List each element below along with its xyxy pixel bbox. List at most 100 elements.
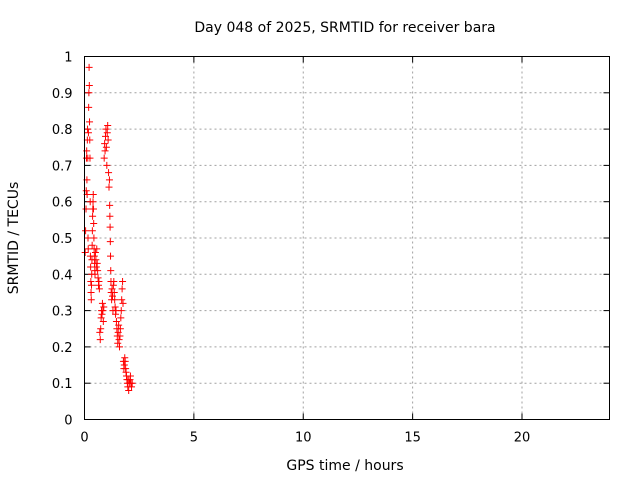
data-point <box>117 307 125 315</box>
data-point <box>116 332 124 340</box>
data-point <box>107 252 115 260</box>
tick-layer: 00.10.20.30.40.50.60.70.80.910 5 10 15 20 <box>52 51 610 446</box>
y-axis-label: SRMTID / TECUs <box>6 182 22 295</box>
data-point <box>91 249 99 257</box>
data-point <box>118 285 126 293</box>
data-point <box>88 241 96 249</box>
data-point <box>87 296 95 304</box>
data-point <box>106 238 114 246</box>
data-point <box>89 190 97 198</box>
plot-frame <box>84 56 610 420</box>
data-point <box>95 285 103 293</box>
data-point <box>117 314 125 322</box>
data-point <box>89 198 97 206</box>
data-point <box>111 303 119 311</box>
data-point <box>84 245 92 253</box>
data-point <box>103 129 111 137</box>
data-point <box>106 201 114 209</box>
data-point <box>87 278 95 286</box>
data-point <box>118 296 126 304</box>
y-tick-label: 0 <box>64 414 72 429</box>
data-point <box>119 299 127 307</box>
data-point <box>92 256 100 264</box>
data-point <box>89 205 97 213</box>
y-tick-label: 0.9 <box>52 87 73 102</box>
data-point <box>89 212 97 220</box>
data-point <box>95 278 103 286</box>
data-point <box>99 307 107 315</box>
data-point <box>105 169 113 177</box>
data-point <box>102 143 110 151</box>
data-point <box>97 325 105 333</box>
data-point <box>101 147 109 155</box>
data-point <box>108 285 116 293</box>
chart-title: Day 048 of 2025, SRMTID for receiver bar… <box>194 20 495 36</box>
x-tick-label: 15 <box>404 431 421 446</box>
data-point <box>125 386 133 394</box>
data-point <box>88 281 95 289</box>
data-point <box>107 267 115 275</box>
y-tick-label: 0.7 <box>52 159 73 174</box>
data-point <box>86 154 94 162</box>
data-point <box>121 357 129 365</box>
data-point <box>87 288 95 296</box>
y-tick-label: 0.2 <box>52 341 73 356</box>
y-tick-label: 0.1 <box>52 377 73 392</box>
data-point <box>96 336 104 344</box>
data-point <box>115 336 123 344</box>
data-point <box>119 278 127 286</box>
data-point <box>96 328 104 336</box>
data-point <box>106 223 114 231</box>
data-point <box>112 317 120 325</box>
data-point <box>92 263 100 271</box>
data-point <box>94 274 102 282</box>
y-tick-label: 0.5 <box>52 232 73 247</box>
data-point <box>82 187 90 195</box>
points-layer <box>81 63 136 394</box>
data-point <box>100 154 108 162</box>
y-tick-label: 1 <box>64 51 72 66</box>
data-point <box>82 227 90 235</box>
data-point <box>98 299 106 307</box>
data-point <box>128 383 136 391</box>
data-point <box>116 343 123 351</box>
data-point <box>88 227 96 235</box>
data-point <box>106 212 114 220</box>
data-point <box>82 205 90 213</box>
y-tick-label: 0.3 <box>52 305 73 320</box>
x-tick-label: 10 <box>295 431 312 446</box>
data-point <box>91 270 99 278</box>
data-point <box>93 245 101 253</box>
data-point <box>120 361 128 369</box>
grid-layer <box>84 56 610 420</box>
data-point <box>81 249 89 257</box>
data-point <box>105 183 113 191</box>
x-tick-label: 20 <box>514 431 531 446</box>
data-point <box>90 234 98 242</box>
data-point <box>98 310 106 318</box>
data-point <box>100 303 108 311</box>
data-point <box>104 136 112 144</box>
data-point <box>104 121 112 129</box>
data-point <box>93 259 101 267</box>
data-point <box>90 219 98 227</box>
data-point <box>126 372 134 380</box>
data-point <box>99 317 107 325</box>
data-point <box>97 314 105 322</box>
data-point <box>84 125 92 133</box>
data-point <box>115 321 123 329</box>
data-point <box>94 267 102 275</box>
data-point <box>116 325 124 333</box>
data-point <box>86 136 94 144</box>
x-axis-label: GPS time / hours <box>286 458 403 474</box>
y-tick-label: 0.8 <box>52 123 73 138</box>
data-point <box>102 125 110 133</box>
data-point <box>105 176 113 184</box>
x-tick-label: 0 <box>80 431 88 446</box>
x-tick-label: 5 <box>190 431 198 446</box>
y-tick-label: 0.4 <box>52 268 73 283</box>
data-point <box>103 161 111 169</box>
data-point <box>85 103 93 111</box>
data-point <box>85 82 93 90</box>
